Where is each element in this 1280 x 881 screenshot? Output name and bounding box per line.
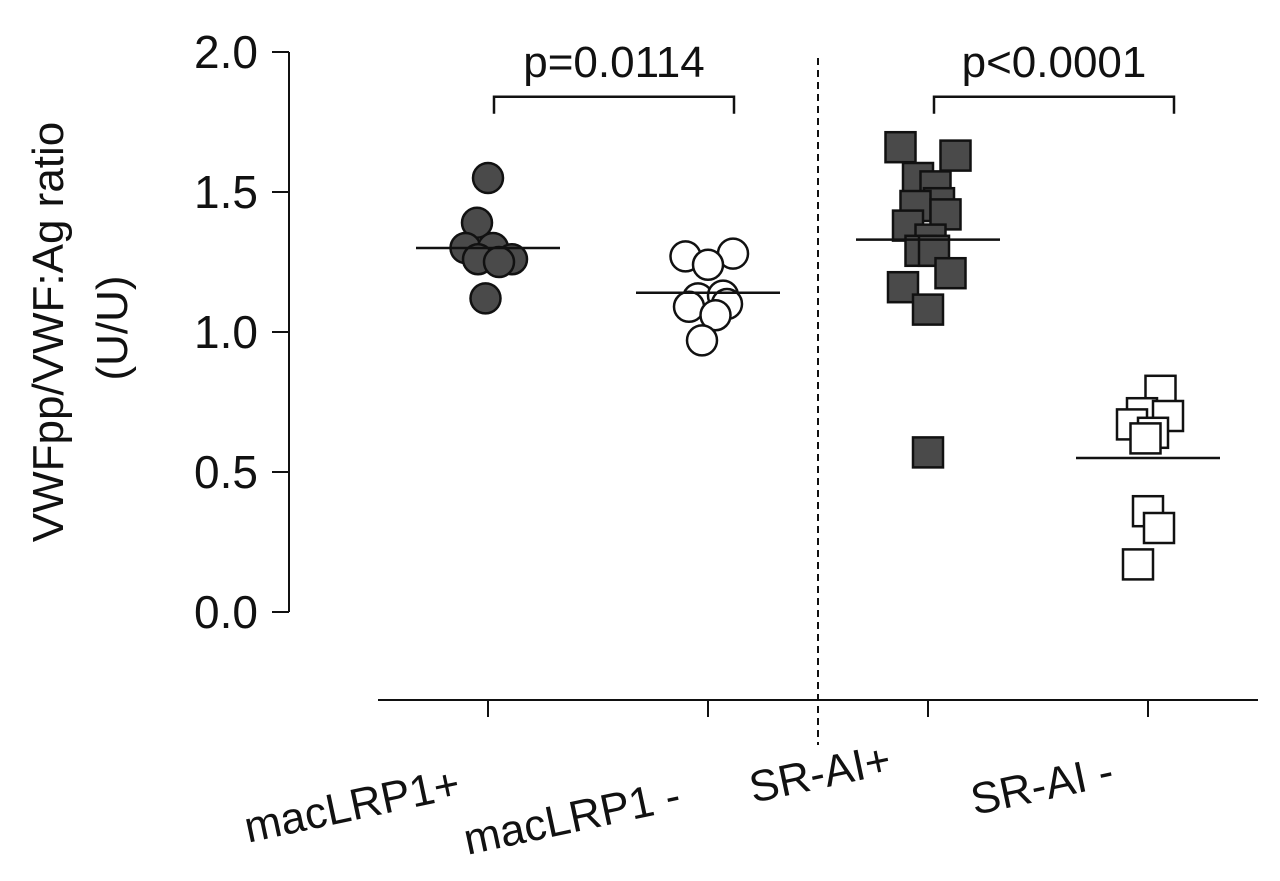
data-point-circle [685, 324, 719, 357]
y-tick-label: 0.0 [194, 586, 258, 638]
data-point-square [884, 130, 917, 164]
y-axis-label-line1: VWFpp/VWF:Ag ratio [24, 122, 73, 543]
x-tick-label: SR-AI - [966, 747, 1117, 825]
y-tick-label: 2.0 [194, 26, 258, 78]
p-value-label: p=0.0114 [523, 38, 704, 87]
data-point-square [911, 436, 945, 469]
data-point-circle [699, 298, 732, 332]
y-tick-label: 0.5 [194, 446, 258, 498]
data-point-square [1129, 422, 1162, 455]
y-axis-label-line2: (U/U) [88, 275, 137, 380]
y-tick-label: 1.5 [194, 166, 258, 218]
x-tick-label: SR-AI+ [745, 735, 895, 813]
data-point-circle [691, 248, 725, 282]
y-tick-label: 1.0 [194, 306, 258, 358]
data-point-square [1142, 511, 1176, 545]
data-point-square [939, 139, 972, 172]
significance-bracket [492, 95, 736, 114]
data-points [449, 130, 1185, 581]
p-value-label: p<0.0001 [962, 38, 1147, 87]
x-tick-label: macLRP1+ [240, 759, 464, 852]
data-point-square [1121, 548, 1155, 581]
data-point-square [911, 293, 945, 326]
data-point-circle [471, 161, 505, 195]
data-point-square [934, 256, 967, 290]
data-point-circle [469, 282, 502, 315]
significance-bracket [932, 95, 1176, 114]
y-ticks: 0.0 0.5 1.0 1.5 2.0 [194, 26, 289, 638]
x-tick-labels: macLRP1+macLRP1 - SR-AI+ SR-AI - [240, 735, 1118, 865]
data-point-circle [482, 245, 516, 279]
x-tick-label: macLRP1 - [459, 771, 684, 865]
x-ticks [487, 700, 1149, 717]
mean-lines [416, 238, 1220, 460]
significance-annotations: p=0.0114 p<0.0001 [492, 38, 1176, 114]
